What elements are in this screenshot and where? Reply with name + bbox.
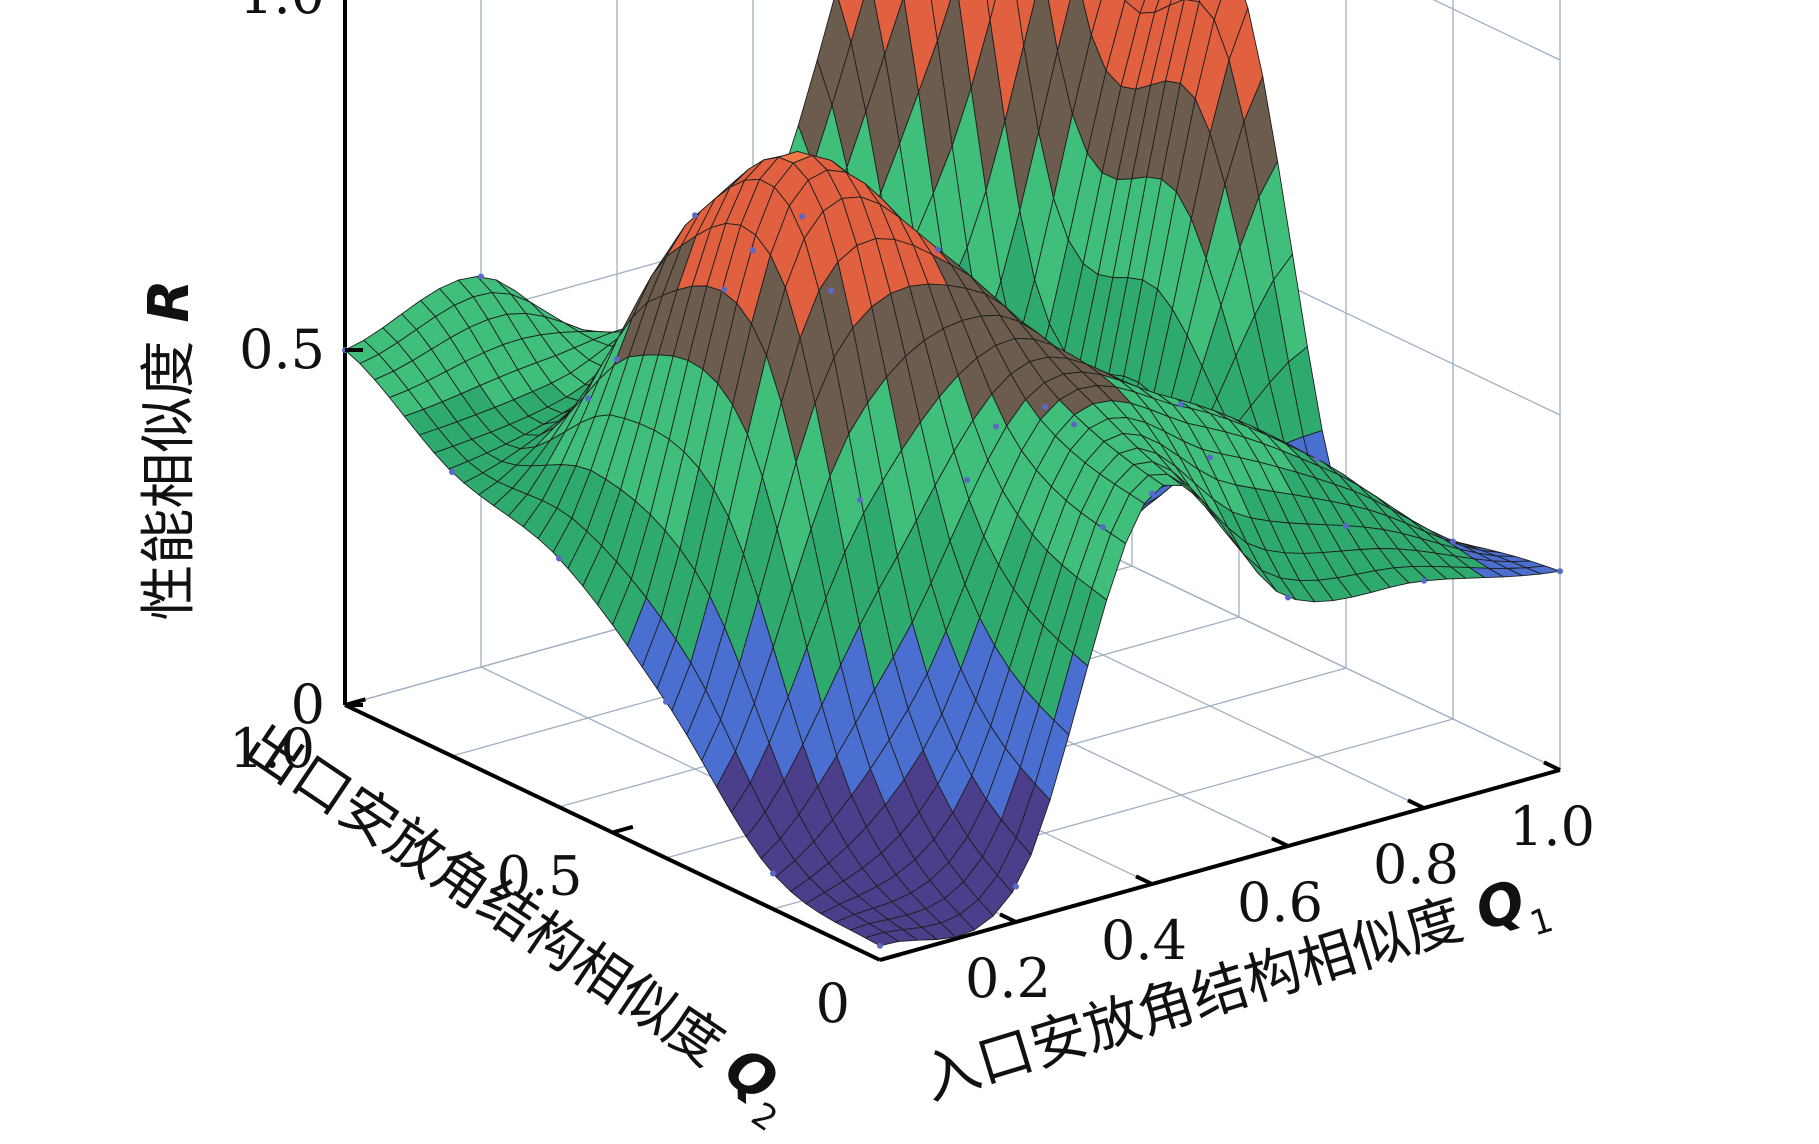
surface [342,0,1563,949]
y-tick-label: 1.0 [229,717,315,780]
surface-patch [864,931,900,947]
z-tick-label: 1.0 [239,0,325,26]
surface-patch [986,0,996,21]
z-axis-label: 性能相似度 R [137,280,202,621]
x-tick-mark [1407,798,1425,810]
data-point [1100,524,1106,531]
data-point [1314,455,1320,462]
data-point [750,247,756,254]
data-point [1343,523,1349,529]
data-point [449,469,455,475]
z-tick-label: 0.5 [239,318,325,381]
x-tick-mark [1271,836,1289,848]
x-tick-mark [999,912,1017,924]
data-point [857,497,863,503]
y-tick-label: 0.5 [497,845,583,908]
data-point [1421,577,1427,584]
data-point [1042,404,1048,410]
x-tick-label: 0.4 [1101,909,1187,972]
x-tick-label: 0.6 [1237,871,1323,934]
data-point [1557,568,1563,575]
data-point [993,423,999,430]
data-point [1285,594,1291,601]
x-axis-line [879,768,1561,962]
y-tick-label: 0 [816,972,850,1035]
y-tick-mark [344,697,366,707]
surface-patch [1082,0,1102,36]
data-point [1149,490,1155,497]
data-point [935,246,941,253]
data-point [906,690,912,697]
data-point [663,698,669,705]
data-point [1178,401,1184,408]
data-point [1450,538,1456,545]
x-tick-label: 1.0 [1509,795,1595,858]
data-point [478,273,484,280]
wall-grid-line [1432,0,1561,61]
data-point [828,287,834,294]
data-point [556,555,562,562]
data-point [877,942,883,949]
data-point [585,395,591,402]
y-tick-mark [611,824,634,835]
data-point [964,477,970,483]
z-tick-label: 0 [291,673,325,736]
data-point [692,212,698,219]
x-tick-mark [1135,874,1153,886]
y-tick-mark [879,952,901,962]
data-point [614,356,620,363]
x-tick-label: 0.2 [965,947,1051,1010]
data-point [799,213,805,220]
data-point [721,286,727,293]
data-point [770,870,776,877]
x-tick-label: 0.8 [1373,833,1459,896]
surface-patch [1016,0,1036,46]
data-point [1013,883,1019,890]
data-point [1071,421,1077,428]
x-tick-mark [1543,760,1561,772]
tick-labels: 00.51.01.50.20.40.60.81.000.51.0 [229,0,1595,1035]
data-point [1207,454,1213,461]
